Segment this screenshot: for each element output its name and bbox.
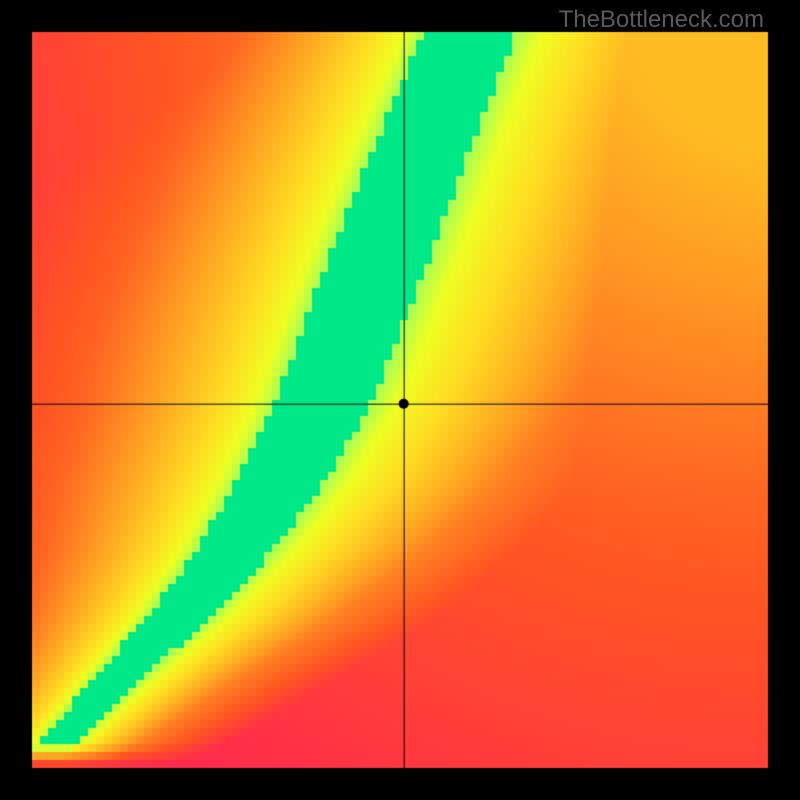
attribution-text: TheBottleneck.com (559, 6, 764, 34)
bottleneck-heatmap (0, 0, 800, 800)
chart-container: { "chart": { "type": "heatmap", "width":… (0, 0, 800, 800)
